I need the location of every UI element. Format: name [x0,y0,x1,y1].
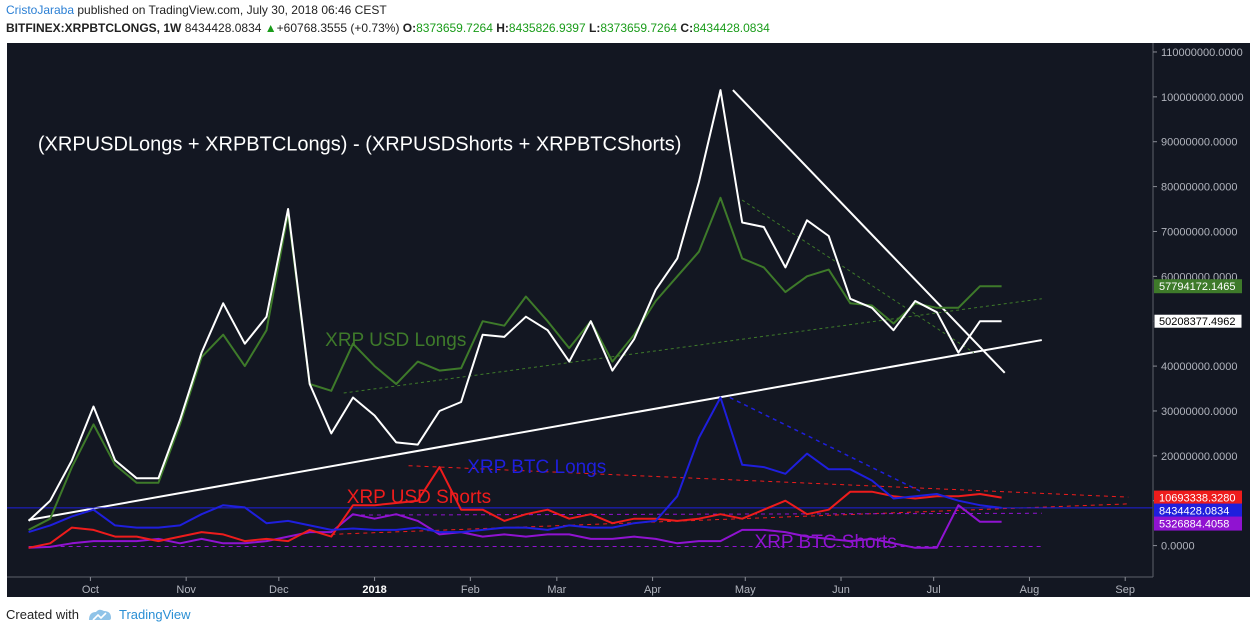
series-line[interactable] [28,466,1002,549]
x-tick-label: May [735,584,756,596]
author-link[interactable]: CristoJaraba [6,3,75,17]
chart-annotation[interactable]: (XRPUSDLongs + XRPBTCLongs) - (XRPUSDSho… [38,134,682,156]
y-tick-label: 100000000.0000 [1161,92,1244,104]
symbol-bar: BITFINEX:XRPBTCLONGS, 1W 8434428.0834 ▲+… [6,21,770,35]
trendline[interactable] [741,199,975,354]
trendline[interactable] [732,89,1006,374]
trendline[interactable] [729,396,922,493]
trendline[interactable] [352,512,1042,516]
last-value-tag [1154,490,1242,505]
x-tick-label: Sep [1115,584,1135,596]
x-tick-label: Jul [927,584,941,596]
y-tick-label: 0.0000 [1161,541,1195,553]
open-value: 8373659.7264 [416,21,493,35]
trendline[interactable] [28,339,1042,521]
y-tick-label: 20000000.0000 [1161,451,1237,463]
symbol-name: BITFINEX:XRPBTCLONGS, 1W [6,21,182,35]
trendline[interactable] [331,503,1129,535]
x-tick-label: Aug [1020,584,1040,596]
trendline[interactable] [408,465,1129,498]
series-line[interactable] [28,504,1002,549]
up-arrow-icon: ▲ [264,21,277,35]
last-price: 8434428.0834 [184,21,262,35]
y-tick-label: 90000000.0000 [1161,137,1237,149]
open-label: O: [402,21,417,35]
plot-area [7,43,1153,577]
x-tick-label: Feb [461,584,480,596]
tradingview-brand-link[interactable]: TradingView [118,607,191,622]
time-axis[interactable] [7,577,1250,597]
y-tick-label: 30000000.0000 [1161,406,1237,418]
price-chart[interactable]: 110000000.0000 100000000.0000 90000000.000… [0,40,1251,605]
last-value-label: 57794172.1465 [1159,281,1235,293]
last-value-tag [1154,279,1242,294]
plot-layer: (XRPUSDLongs + XRPBTCLongs) - (XRPUSDSho… [7,89,1153,553]
publish-header: CristoJaraba published on TradingView.co… [6,3,387,17]
last-value-label: 10693338.3280 [1159,493,1235,505]
x-tick-label: Dec [269,584,289,596]
created-with-text: Created with [6,607,79,622]
published-text: published on TradingView.com, July 30, 2… [77,3,387,17]
chart-annotation[interactable]: XRP USD Longs [325,330,466,351]
y-tick-label: 110000000.0000 [1161,47,1243,59]
low-label: L: [588,21,601,35]
x-tick-label: Mar [547,584,566,596]
chart-annotation[interactable]: XRP BTC Longs [467,457,606,478]
chart-annotation[interactable]: XRP BTC Shorts [755,532,897,553]
footer: Created with TradingView [6,607,191,622]
series-line[interactable] [28,396,1002,534]
close-label: C: [680,21,694,35]
high-label: H: [496,21,509,35]
x-tick-label: Oct [82,584,99,596]
y-tick-label: 40000000.0000 [1161,361,1237,373]
x-tick-label: Nov [176,584,196,596]
y-tick-label: 70000000.0000 [1161,226,1237,238]
x-tick-label: Jun [832,584,850,596]
x-tick-label: Apr [644,584,661,596]
close-value: 8434428.0834 [693,21,770,35]
last-value-tag [1154,516,1242,531]
chart-annotation[interactable]: XRP USD Shorts [347,487,491,508]
series-line[interactable] [28,196,1002,531]
price-change: +60768.3555 (+0.73%) [276,21,400,35]
y-tick-label: 80000000.0000 [1161,182,1237,194]
tradingview-logo-icon [87,608,113,622]
last-value-label: 5326884.4058 [1159,519,1229,531]
price-axis[interactable] [1153,43,1250,577]
last-value-label: 50208377.4962 [1159,316,1235,328]
last-value-tag [1153,313,1243,329]
x-tick-label: 2018 [362,584,386,596]
low-value: 8373659.7264 [600,21,678,35]
series-line[interactable] [27,89,1002,522]
high-value: 8435826.9397 [508,21,586,35]
last-value-label: 8434428.0834 [1159,506,1229,518]
last-value-tag [1154,503,1242,518]
